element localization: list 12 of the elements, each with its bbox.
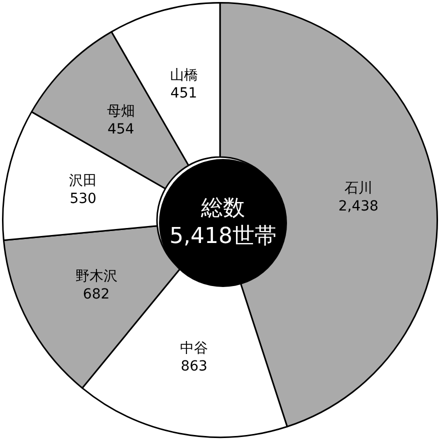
slice-label: 中谷 xyxy=(180,340,208,356)
slice-label: 沢田 xyxy=(69,172,98,189)
slice-label: 石川 xyxy=(344,180,372,197)
data-label: 2,438 xyxy=(338,198,378,215)
slice-label: 野木沢 xyxy=(75,268,118,284)
slice-label: 母畑 xyxy=(106,104,135,120)
slice-label: 山橋 xyxy=(170,67,198,84)
data-label: 682 xyxy=(82,286,110,302)
data-label: 451 xyxy=(170,85,198,102)
data-label: 454 xyxy=(107,122,134,138)
data-label: 863 xyxy=(180,358,208,374)
data-label: 530 xyxy=(70,190,96,207)
